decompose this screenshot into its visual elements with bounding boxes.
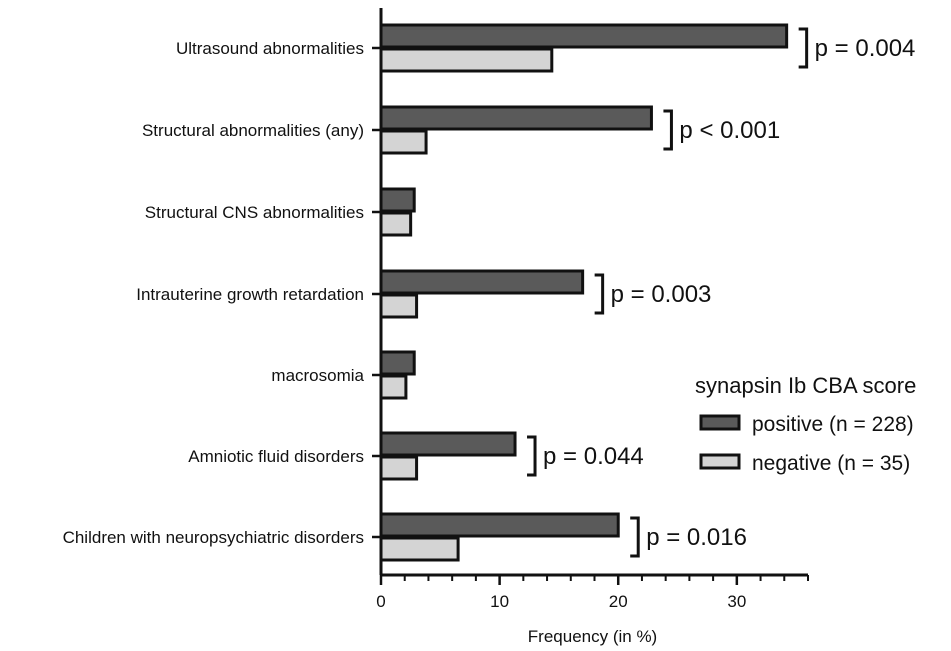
legend-swatch-positive xyxy=(699,414,741,431)
category-label: macrosomia xyxy=(271,366,364,385)
significance-bracket xyxy=(594,273,605,315)
x-tick-label: 0 xyxy=(376,592,385,611)
bar-negative-7 xyxy=(379,536,460,562)
annotations-layer: p = 0.004 p < 0.001 p = 0.003 p = 0.044 p = … xyxy=(527,27,916,558)
legend-title: synapsin Ib CBA score xyxy=(695,373,916,398)
bar-positive-5 xyxy=(379,350,416,376)
bar-positive-1 xyxy=(379,23,789,49)
bar-negative-6 xyxy=(379,455,419,481)
significance-bracket xyxy=(798,27,809,69)
bar-negative-2 xyxy=(379,129,428,155)
bar-negative-3 xyxy=(379,211,413,237)
legend-label-positive: positive (n = 228) xyxy=(752,413,914,436)
p-value-annotation: p = 0.004 xyxy=(815,35,916,62)
category-label: Amniotic fluid disorders xyxy=(188,447,364,466)
p-value-annotation: p = 0.044 xyxy=(543,443,644,470)
p-value-annotation: p = 0.003 xyxy=(611,281,712,308)
legend: positive (n = 228) negative (n = 35) xyxy=(699,413,914,475)
bars-layer xyxy=(379,23,789,562)
x-tick-label: 10 xyxy=(490,592,509,611)
bar-positive-4 xyxy=(379,269,585,295)
x-tick-label: 20 xyxy=(609,592,628,611)
category-label: Structural CNS abnormalities xyxy=(145,203,364,222)
category-label: Intrauterine growth retardation xyxy=(136,285,364,304)
axes-layer: 0 10 20 30 xyxy=(372,8,809,611)
category-label: Structural abnormalities (any) xyxy=(142,121,364,140)
p-value-annotation: p < 0.001 xyxy=(679,117,780,144)
bar-positive-2 xyxy=(379,105,653,131)
bar-negative-4 xyxy=(379,293,419,319)
legend-swatch-negative xyxy=(699,453,741,470)
bar-positive-3 xyxy=(379,187,416,213)
x-tick-label: 30 xyxy=(727,592,746,611)
bar-positive-7 xyxy=(379,512,620,538)
p-value-annotation: p = 0.016 xyxy=(646,524,747,551)
bar-positive-6 xyxy=(379,431,517,457)
category-label: Ultrasound abnormalities xyxy=(176,39,364,58)
category-label: Children with neuropsychiatric disorders xyxy=(63,528,364,547)
significance-bracket xyxy=(663,109,673,151)
legend-label-negative: negative (n = 35) xyxy=(752,452,910,475)
bar-negative-1 xyxy=(379,47,554,73)
bar-negative-5 xyxy=(379,374,408,400)
labels-layer: Ultrasound abnormalities Structural abnor… xyxy=(63,39,365,547)
x-axis-title: Frequency (in %) xyxy=(528,627,657,646)
significance-bracket xyxy=(527,435,537,477)
significance-bracket xyxy=(630,516,640,558)
